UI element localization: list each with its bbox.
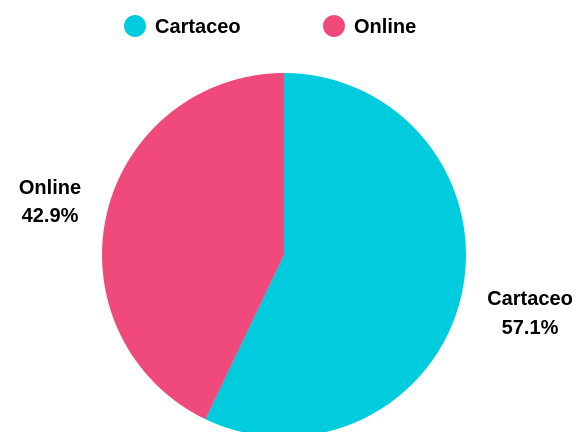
- slice-value-cartaceo: 57.1%: [502, 317, 559, 339]
- pie-slice-cartaceo[interactable]: [205, 73, 466, 432]
- legend: Cartaceo Online: [124, 15, 416, 38]
- legend-item-cartaceo[interactable]: Cartaceo: [124, 15, 241, 38]
- legend-label-cartaceo: Cartaceo: [155, 16, 241, 38]
- slice-name-online: Online: [19, 177, 81, 199]
- slice-labels: Online 42.9% Cartaceo 57.1%: [19, 177, 573, 339]
- legend-label-online: Online: [354, 16, 416, 38]
- pie-slices: [101, 72, 466, 432]
- legend-swatch-cartaceo: [124, 15, 146, 37]
- slice-label-online: Online 42.9%: [19, 177, 81, 227]
- legend-item-online[interactable]: Online: [323, 15, 416, 38]
- pie-slice-online[interactable]: [101, 72, 284, 420]
- legend-swatch-online: [323, 15, 345, 37]
- slice-name-cartaceo: Cartaceo: [487, 288, 573, 310]
- slice-label-cartaceo: Cartaceo 57.1%: [487, 288, 573, 339]
- slice-value-online: 42.9%: [22, 205, 79, 227]
